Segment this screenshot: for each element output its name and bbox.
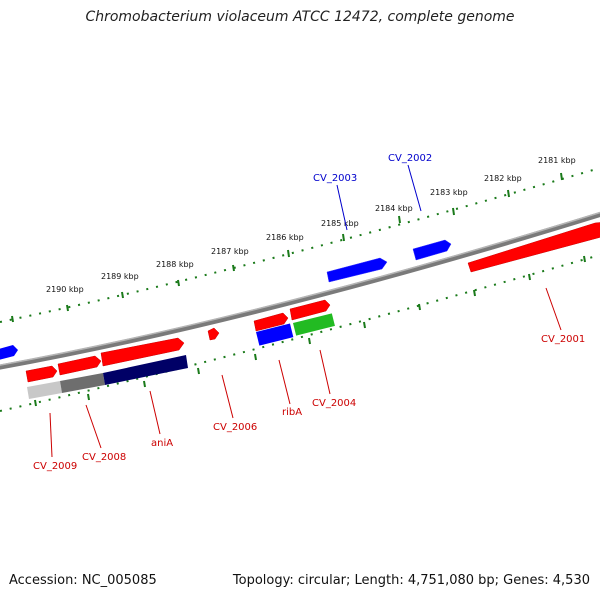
feature-track: [255, 313, 335, 346]
feature-block-blue[interactable]: [255, 323, 294, 346]
gene-label-cv2009: CV_2009: [33, 461, 77, 472]
tick-label-2184: 2184 kbp: [375, 204, 413, 213]
gene-arrow-cv2008[interactable]: [57, 355, 102, 376]
genome-stats-text: Topology: circular; Length: 4,751,080 bp…: [232, 573, 590, 588]
gene-arrow-ribA[interactable]: [253, 312, 289, 332]
gene-arrow-cv2002[interactable]: [412, 239, 452, 261]
operon-block-navy[interactable]: [103, 355, 188, 385]
gene-label-cv2001: CV_2001: [541, 334, 585, 345]
inner-major-ticks: [34, 255, 586, 407]
gene-label-cv2003: CV_2003: [313, 173, 357, 184]
gene-label-aniA: aniA: [151, 438, 173, 449]
operon-block-light[interactable]: [27, 381, 62, 399]
gene-label-cv2006: CV_2006: [213, 422, 257, 433]
gene-arrow-cv2003[interactable]: [326, 257, 388, 283]
genome-title: Chromobacterium violaceum ATCC 12472, co…: [85, 9, 515, 25]
tick-label-2185: 2185 kbp: [321, 219, 359, 228]
gene-label-cv2004: CV_2004: [312, 398, 356, 409]
forward-strand-genes: [25, 222, 600, 383]
genome-backbone-highlight: [0, 211, 600, 366]
tick-label-2182: 2182 kbp: [484, 174, 522, 183]
gene-label-cv2008: CV_2008: [82, 452, 126, 463]
outer-major-ticks: [11, 172, 563, 323]
inner-scale-ruler: [0, 254, 600, 412]
gene-arrow-cv2006[interactable]: [207, 327, 220, 341]
gene-labels: CV_2001 CV_2002 CV_2003 CV_2004 ribA CV_…: [33, 153, 585, 472]
operon-block-grey[interactable]: [60, 373, 105, 393]
tick-label-2186: 2186 kbp: [266, 233, 304, 242]
gene-arrow-cv2009[interactable]: [25, 365, 58, 383]
gene-label-cv2002: CV_2002: [388, 153, 432, 164]
operon-track: [27, 355, 188, 399]
tick-label-2181: 2181 kbp: [538, 156, 576, 165]
accession-text: Accession: NC_005085: [9, 573, 157, 588]
gene-arrow-aniA[interactable]: [100, 337, 185, 367]
gene-arrow-cv2001[interactable]: [467, 222, 600, 273]
tick-label-2190: 2190 kbp: [46, 285, 84, 294]
tick-label-2183: 2183 kbp: [430, 188, 468, 197]
genome-backbone: [0, 211, 600, 370]
tick-label-2189: 2189 kbp: [101, 272, 139, 281]
tick-label-2188: 2188 kbp: [156, 260, 194, 269]
feature-block-green[interactable]: [293, 313, 335, 336]
gene-arrow-cv2004[interactable]: [289, 299, 331, 321]
scale-tick-labels: 2181 kbp 2182 kbp 2183 kbp 2184 kbp 2185…: [46, 156, 576, 294]
gene-label-ribA: ribA: [282, 407, 302, 418]
reverse-strand-genes: [0, 239, 452, 361]
label-leader-lines: [49, 164, 562, 458]
gene-arrow-left-edge[interactable]: [0, 345, 18, 361]
tick-label-2187: 2187 kbp: [211, 247, 249, 256]
